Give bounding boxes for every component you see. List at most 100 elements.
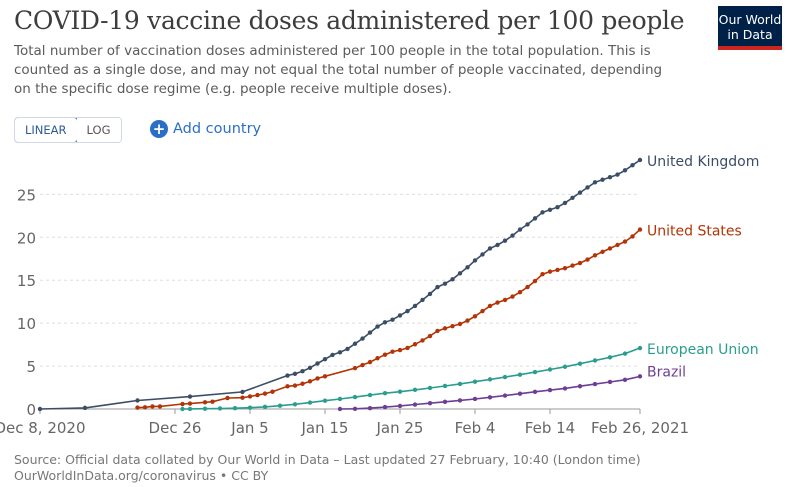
logo-accent-bar — [718, 46, 782, 50]
data-point-united-states-48 — [562, 265, 568, 271]
data-point-united-kingdom-50 — [622, 168, 628, 173]
data-point-united-states-51 — [585, 257, 590, 262]
data-point-united-states-47 — [555, 267, 560, 273]
data-point-united-states-46 — [547, 269, 553, 274]
x-tick-label-3: Jan 15 — [301, 419, 349, 437]
data-point-united-states-16 — [300, 381, 305, 386]
data-point-united-states-45 — [540, 271, 545, 277]
data-point-united-states-3 — [157, 404, 163, 409]
x-tick-label-1: Dec 26 — [149, 419, 202, 437]
y-tick-label-0: 0 — [26, 401, 36, 419]
data-point-united-states-23 — [375, 356, 380, 361]
data-point-united-kingdom-48 — [607, 174, 613, 180]
data-point-brazil-17 — [592, 381, 598, 387]
data-point-brazil-3 — [382, 404, 388, 410]
data-point-united-states-5 — [187, 401, 193, 406]
data-point-united-states-49 — [570, 263, 575, 268]
data-point-united-states-29 — [420, 338, 425, 343]
data-point-brazil-18 — [607, 379, 613, 385]
data-point-united-states-13 — [270, 389, 275, 394]
data-point-united-kingdom-17 — [375, 324, 380, 329]
scale-toggle: LINEAR LOG — [14, 117, 122, 143]
data-point-united-states-17 — [307, 379, 313, 384]
data-point-brazil-15 — [562, 386, 568, 391]
y-tick-label-10: 10 — [17, 315, 36, 333]
data-point-united-states-12 — [262, 391, 268, 396]
data-point-european-union-19 — [457, 381, 463, 387]
owid-logo[interactable]: Our World in Data — [718, 6, 782, 50]
data-point-united-kingdom-52 — [637, 157, 643, 163]
data-point-brazil-5 — [412, 402, 418, 407]
series-line-united-states — [137, 228, 641, 409]
data-point-united-states-54 — [607, 246, 613, 251]
data-point-united-states-19 — [322, 374, 328, 379]
data-point-european-union-22 — [502, 374, 508, 380]
data-point-european-union-9 — [307, 400, 313, 405]
data-point-european-union-7 — [277, 403, 283, 408]
data-point-united-kingdom-14 — [352, 341, 358, 346]
data-point-european-union-10 — [322, 398, 328, 403]
data-point-united-states-2 — [150, 404, 155, 409]
data-point-brazil-11 — [502, 393, 508, 398]
linear-scale-button[interactable]: LINEAR — [14, 118, 78, 142]
source-url[interactable]: OurWorldInData.org/coronavirus • CC BY — [14, 468, 269, 483]
data-point-united-kingdom-25 — [435, 284, 440, 290]
data-point-united-states-7 — [210, 399, 215, 404]
data-point-european-union-28 — [592, 358, 598, 363]
data-point-united-states-22 — [367, 359, 373, 365]
data-point-european-union-21 — [487, 377, 493, 382]
data-point-united-states-57 — [630, 234, 635, 239]
data-point-united-kingdom-23 — [420, 297, 425, 303]
data-point-united-kingdom-33 — [495, 242, 500, 248]
data-point-united-kingdom-4 — [240, 389, 245, 395]
data-point-european-union-16 — [412, 387, 418, 393]
data-point-united-states-38 — [487, 303, 493, 309]
data-point-european-union-1 — [187, 406, 193, 412]
data-point-united-states-44 — [532, 278, 538, 284]
plus-circle-icon: + — [150, 120, 168, 138]
data-point-brazil-9 — [472, 396, 478, 402]
data-point-european-union-0 — [180, 406, 185, 412]
data-point-brazil-10 — [487, 395, 493, 400]
data-point-brazil-4 — [397, 403, 403, 409]
logo-line-2: in Data — [727, 27, 773, 42]
data-point-united-states-56 — [622, 239, 628, 244]
data-point-united-states-10 — [247, 394, 253, 399]
data-point-united-kingdom-43 — [570, 195, 575, 200]
data-point-united-kingdom-32 — [487, 246, 493, 251]
data-point-united-kingdom-31 — [480, 252, 485, 257]
data-point-united-kingdom-13 — [345, 346, 350, 352]
data-point-brazil-12 — [517, 391, 523, 396]
data-point-united-states-58 — [637, 227, 643, 232]
data-point-united-states-28 — [412, 342, 418, 347]
data-point-united-states-18 — [315, 376, 320, 381]
data-point-united-states-8 — [225, 395, 230, 401]
data-point-european-union-15 — [397, 389, 403, 394]
x-tick-label-7: Feb 26, 2021 — [591, 419, 689, 437]
chart-title: COVID-19 vaccine doses administered per … — [14, 6, 685, 35]
x-tick-label-0: Dec 8, 2020 — [0, 419, 86, 437]
data-point-united-kingdom-26 — [442, 281, 448, 286]
log-scale-button[interactable]: LOG — [76, 118, 121, 142]
data-point-united-kingdom-27 — [450, 277, 455, 282]
add-country-button[interactable]: + Add country — [150, 117, 261, 141]
data-point-united-kingdom-11 — [330, 352, 335, 358]
line-chart[interactable]: 0 5 10 15 20 25 Dec 8, 2020 Dec 26 Jan 5 Jan 15 J… — [0, 150, 800, 450]
data-point-brazil-16 — [577, 384, 583, 389]
data-point-european-union-14 — [382, 391, 388, 396]
data-point-united-kingdom-36 — [517, 227, 523, 232]
data-point-united-states-25 — [390, 349, 395, 354]
data-point-united-kingdom-15 — [360, 336, 365, 341]
data-point-united-kingdom-16 — [367, 330, 373, 335]
data-point-united-kingdom-9 — [315, 361, 320, 366]
series-label-brazil: Brazil — [647, 364, 686, 380]
y-tick-label-25: 25 — [17, 186, 36, 204]
data-point-united-kingdom-8 — [307, 365, 313, 370]
data-point-united-states-15 — [292, 383, 298, 388]
data-point-united-kingdom-49 — [615, 172, 620, 177]
data-point-united-kingdom-30 — [472, 258, 478, 263]
data-point-united-kingdom-51 — [630, 162, 635, 168]
data-point-united-kingdom-1 — [82, 405, 88, 411]
data-point-brazil-0 — [337, 406, 343, 412]
data-point-united-states-27 — [405, 345, 410, 351]
